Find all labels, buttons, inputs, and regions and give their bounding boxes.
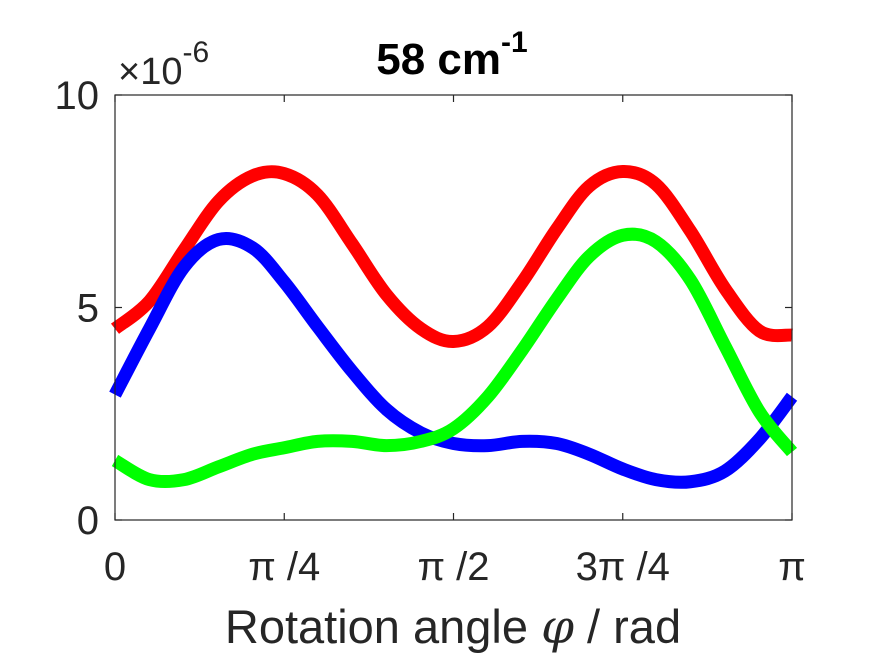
- y-tick-label-2: 5: [77, 287, 99, 331]
- series-line-2: [109, 231, 798, 489]
- title-main: 58 cm: [376, 35, 501, 84]
- series-line-1: [110, 164, 793, 348]
- x-axis-label-part-1: Rotation angle: [225, 600, 541, 653]
- y-tick-label-3: 10: [55, 74, 100, 118]
- x-tick-label-2: π /4: [248, 545, 320, 589]
- tick-marks: [114, 94, 793, 521]
- y-multiplier-label: ×10-6: [118, 36, 209, 93]
- series-line-3: [111, 227, 798, 489]
- y-multiplier-base: ×10: [118, 51, 182, 93]
- title: 58 cm-1: [376, 26, 527, 84]
- y-tick-labels: 0 5 10: [55, 74, 100, 543]
- x-axis-label: Rotation angle φ / rad: [225, 600, 681, 655]
- x-tick-label-4: 3π /4: [576, 545, 670, 589]
- x-tick-labels: 0 π /4 π /2 3π /4 π: [104, 545, 806, 589]
- chart-title: 58 cm-1: [376, 26, 527, 84]
- plot-area: [115, 95, 792, 520]
- y-multiplier-exponent: -6: [182, 36, 209, 69]
- x-tick-label-3: π /2: [417, 545, 489, 589]
- y-tick-label-1: 0: [77, 499, 99, 543]
- x-tick-label-1: 0: [104, 545, 126, 589]
- x-axis-label-symbol: φ: [541, 600, 574, 655]
- x-tick-label-5: π: [778, 545, 806, 589]
- series-layer: [109, 164, 798, 489]
- y-multiplier: ×10-6: [118, 36, 209, 93]
- title-superscript: -1: [501, 26, 528, 59]
- x-axis-label-part-2: / rad: [574, 600, 681, 653]
